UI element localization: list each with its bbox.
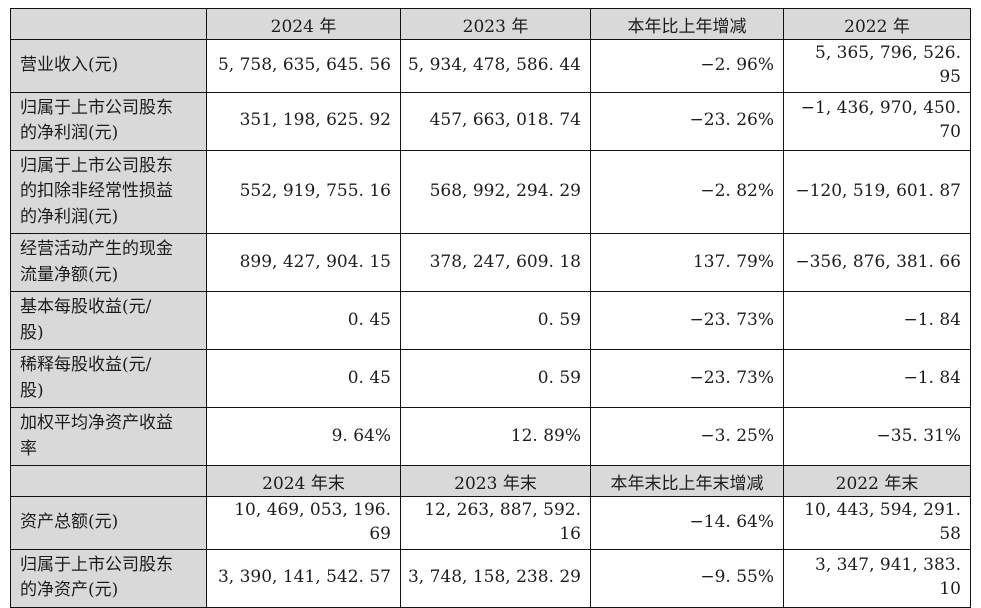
diluted-eps-2022: −1. 84 [783,349,971,409]
table-row-net-profit: 归属于上市公司股东 的净利润(元) 351, 198, 625. 92 457,… [10,91,971,151]
cash-flow-change: 137. 79% [590,233,784,293]
basic-eps-2024: 0. 45 [206,291,401,351]
net-profit-2023: 457, 663, 018. 74 [400,91,591,151]
total-assets-change: −14. 64% [590,496,784,550]
financial-summary-table: 2024 年 2023 年 本年比上年增减 2022 年 营业收入(元) 5, … [10,8,971,608]
roe-2023: 12. 89% [400,407,591,467]
net-profit-excl-change: −2. 82% [590,149,784,235]
revenue-2024: 5, 758, 635, 645. 56 [206,39,401,93]
row-label-roe: 加权平均净资产收益 率 [10,407,207,467]
table-row-total-assets: 资产总额(元) 10, 469, 053, 196. 69 12, 263, 8… [10,496,971,550]
row-label-net-profit: 归属于上市公司股东 的净利润(元) [10,91,207,151]
basic-eps-2023: 0. 59 [400,291,591,351]
row-label-diluted-eps: 稀释每股收益(元/ 股) [10,349,207,409]
eoy-header-change: 本年末比上年末增减 [590,465,784,498]
row-label-revenue: 营业收入(元) [10,39,207,93]
row-label-net-profit-excl: 归属于上市公司股东 的扣除非经常性损益 的净利润(元) [10,149,207,235]
net-assets-2024: 3, 390, 141, 542. 57 [206,548,401,608]
revenue-2022: 5, 365, 796, 526. 95 [783,39,971,93]
roe-2024: 9. 64% [206,407,401,467]
table-row-net-profit-excl-nonrecurring: 归属于上市公司股东 的扣除非经常性损益 的净利润(元) 552, 919, 75… [10,149,971,235]
revenue-change: −2. 96% [590,39,784,93]
diluted-eps-2024: 0. 45 [206,349,401,409]
basic-eps-change: −23. 73% [590,291,784,351]
report-page: 2024 年 2023 年 本年比上年增减 2022 年 营业收入(元) 5, … [10,8,971,608]
row-label-basic-eps: 基本每股收益(元/ 股) [10,291,207,351]
annual-header-empty-cell [10,8,207,40]
row-label-net-assets: 归属于上市公司股东 的净资产(元) [10,548,207,608]
net-assets-2022: 3, 347, 941, 383. 10 [783,548,971,608]
net-profit-change: −23. 26% [590,91,784,151]
net-profit-2024: 351, 198, 625. 92 [206,91,401,151]
table-row-revenue: 营业收入(元) 5, 758, 635, 645. 56 5, 934, 478… [10,39,971,93]
eoy-header-2023: 2023 年末 [400,465,591,498]
net-profit-excl-2023: 568, 992, 294. 29 [400,149,591,235]
basic-eps-2022: −1. 84 [783,291,971,351]
net-assets-2023: 3, 748, 158, 238. 29 [400,548,591,608]
eoy-header-empty-cell [10,465,207,498]
total-assets-2024: 10, 469, 053, 196. 69 [206,496,401,550]
cash-flow-2022: −356, 876, 381. 66 [783,233,971,293]
diluted-eps-2023: 0. 59 [400,349,591,409]
table-row-operating-cash-flow: 经营活动产生的现金 流量净额(元) 899, 427, 904. 15 378,… [10,233,971,293]
table-row-weighted-avg-roe: 加权平均净资产收益 率 9. 64% 12. 89% −3. 25% −35. … [10,407,971,467]
eoy-header-row: 2024 年末 2023 年末 本年末比上年末增减 2022 年末 [10,465,971,498]
cash-flow-2024: 899, 427, 904. 15 [206,233,401,293]
eoy-header-2022: 2022 年末 [783,465,971,498]
net-profit-2022: −1, 436, 970, 450. 70 [783,91,971,151]
row-label-cash-flow: 经营活动产生的现金 流量净额(元) [10,233,207,293]
annual-header-change: 本年比上年增减 [590,8,784,40]
cash-flow-2023: 378, 247, 609. 18 [400,233,591,293]
net-assets-change: −9. 55% [590,548,784,608]
eoy-header-2024: 2024 年末 [206,465,401,498]
total-assets-2023: 12, 263, 887, 592. 16 [400,496,591,550]
diluted-eps-change: −23. 73% [590,349,784,409]
table-row-diluted-eps: 稀释每股收益(元/ 股) 0. 45 0. 59 −23. 73% −1. 84 [10,349,971,409]
total-assets-2022: 10, 443, 594, 291. 58 [783,496,971,550]
annual-header-2023: 2023 年 [400,8,591,40]
roe-2022: −35. 31% [783,407,971,467]
net-profit-excl-2022: −120, 519, 601. 87 [783,149,971,235]
row-label-total-assets: 资产总额(元) [10,496,207,550]
annual-header-row: 2024 年 2023 年 本年比上年增减 2022 年 [10,8,971,40]
net-profit-excl-2024: 552, 919, 755. 16 [206,149,401,235]
table-row-basic-eps: 基本每股收益(元/ 股) 0. 45 0. 59 −23. 73% −1. 84 [10,291,971,351]
roe-change: −3. 25% [590,407,784,467]
revenue-2023: 5, 934, 478, 586. 44 [400,39,591,93]
table-row-net-assets: 归属于上市公司股东 的净资产(元) 3, 390, 141, 542. 57 3… [10,548,971,608]
annual-header-2024: 2024 年 [206,8,401,40]
annual-header-2022: 2022 年 [783,8,971,40]
